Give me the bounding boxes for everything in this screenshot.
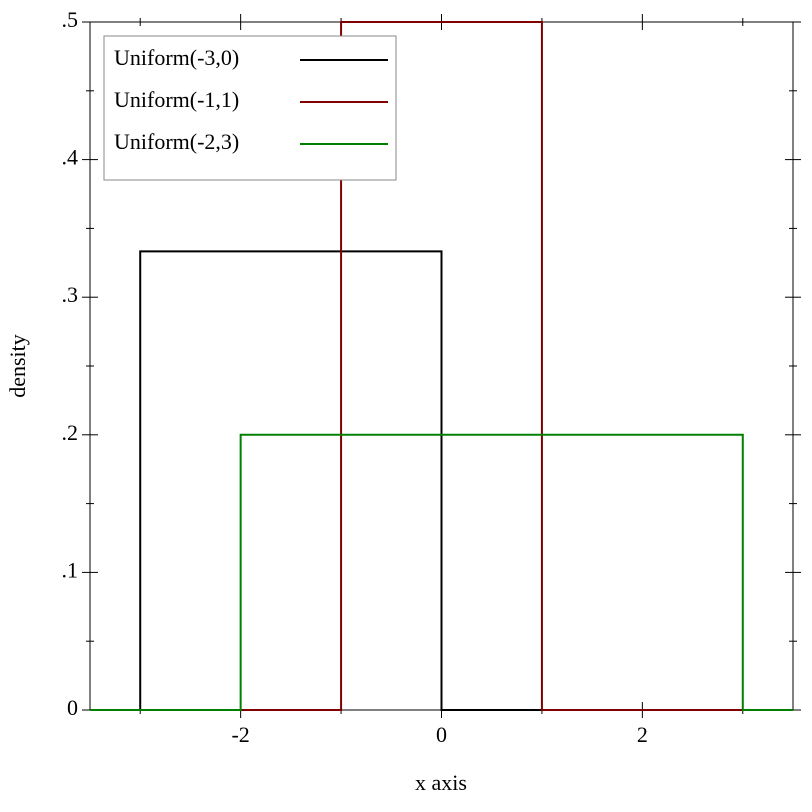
x-tick-label: -2 [231, 722, 249, 747]
x-tick-label: 0 [436, 722, 447, 747]
line-series [90, 21, 793, 711]
x-axis-label: x axis [415, 770, 467, 795]
line-series [90, 433, 793, 711]
legend-label: Uniform(-1,1) [114, 87, 239, 112]
y-axis-label: density [5, 334, 30, 398]
legend-label: Uniform(-2,3) [114, 129, 239, 154]
y-tick-label: .2 [62, 420, 79, 445]
line-series [90, 250, 793, 711]
x-tick-label: 2 [637, 722, 648, 747]
y-tick-label: 0 [67, 695, 78, 720]
legend-label: Uniform(-3,0) [114, 45, 239, 70]
y-tick-label: .4 [62, 145, 79, 170]
y-tick-label: .3 [62, 282, 79, 307]
y-tick-label: .5 [62, 7, 79, 32]
y-tick-label: .1 [62, 557, 79, 582]
